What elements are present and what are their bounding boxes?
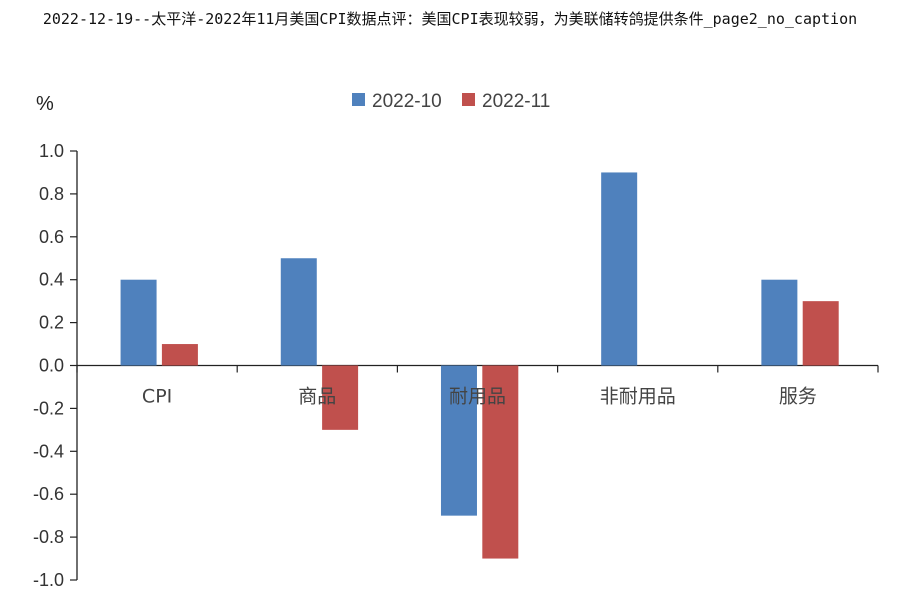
y-axis: -1.0 -0.8 -0.6 -0.4 -0.2 0.0 0.2 0.4 0.6 0.8 1.0 (33, 141, 78, 590)
y-tick-label: -0.2 (33, 398, 64, 418)
legend-label: 2022-10 (372, 91, 442, 112)
legend-label: 2022-11 (482, 91, 550, 112)
bar-2022-11-CPI (161, 344, 198, 366)
y-tick-label: 0.6 (39, 227, 64, 247)
y-tick-label: -0.4 (33, 441, 64, 461)
legend-swatch (352, 93, 365, 106)
y-tick-label: 1.0 (39, 141, 64, 161)
bar-2022-11-服务 (802, 301, 839, 366)
y-unit-label: % (36, 93, 54, 115)
bars (120, 172, 839, 559)
bar-2022-10-服务 (761, 279, 798, 366)
x-category-label: 商品 (298, 386, 336, 408)
bar-2022-10-商品 (280, 258, 317, 366)
x-category-labels: CPI 商品 耐用品 非耐用品 服务 (142, 386, 817, 408)
y-tick-label: 0.0 (39, 356, 64, 376)
page-title: 2022-12-19--太平洋-2022年11月美国CPI数据点评：美国CPI表… (42, 10, 858, 28)
legend-swatch (462, 93, 475, 106)
y-tick-label: -0.6 (33, 484, 64, 504)
y-tick-label: -0.8 (33, 527, 64, 547)
bar-2022-10-非耐用品 (601, 172, 638, 366)
bar-2022-11-耐用品 (482, 365, 519, 559)
x-category-label: CPI (142, 386, 172, 408)
y-tick-label: 0.4 (39, 270, 64, 290)
x-category-label: 非耐用品 (600, 386, 676, 408)
y-tick-label: 0.8 (39, 184, 64, 204)
bar-2022-10-CPI (120, 279, 157, 366)
x-category-label: 服务 (779, 386, 817, 408)
x-axis (76, 364, 879, 373)
bar-2022-11-商品 (322, 365, 359, 430)
x-category-label: 耐用品 (449, 386, 506, 408)
y-tick-label: 0.2 (39, 313, 64, 333)
legend: 2022-10 2022-11 (352, 91, 550, 112)
y-tick-label: -1.0 (33, 570, 64, 590)
bar-2022-10-耐用品 (440, 365, 477, 516)
